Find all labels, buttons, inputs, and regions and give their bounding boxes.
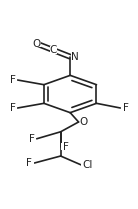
Bar	[121, 104, 130, 112]
Bar	[24, 159, 34, 167]
Bar	[33, 40, 41, 47]
Bar	[50, 46, 57, 54]
Bar	[81, 162, 93, 169]
Bar	[80, 118, 88, 126]
Text: O: O	[80, 117, 88, 127]
Text: O: O	[33, 39, 41, 49]
Bar	[8, 76, 17, 84]
Text: F: F	[63, 142, 69, 152]
Text: N: N	[71, 52, 79, 62]
Text: F: F	[10, 75, 15, 85]
Text: C: C	[50, 45, 57, 55]
Text: F: F	[123, 103, 128, 113]
Text: F: F	[26, 158, 32, 168]
Bar	[8, 104, 17, 112]
Bar	[71, 53, 79, 60]
Bar	[27, 135, 36, 143]
Text: Cl: Cl	[82, 160, 92, 170]
Bar	[61, 143, 71, 150]
Text: F: F	[10, 103, 15, 113]
Text: F: F	[29, 134, 34, 144]
